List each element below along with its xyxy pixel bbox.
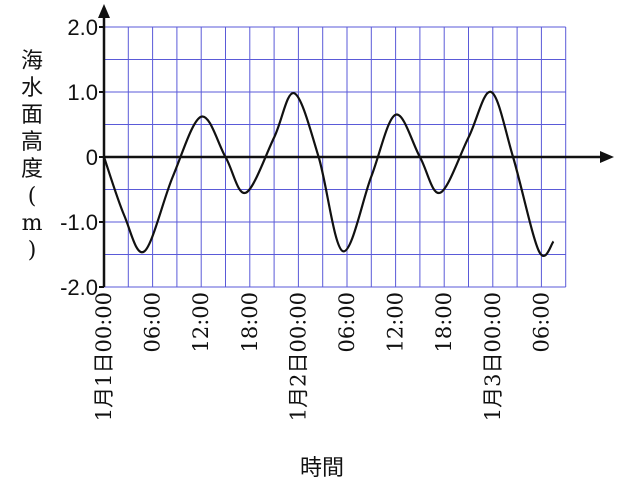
x-tick-label: 12:00 xyxy=(384,292,408,353)
x-tick-labels: 1月1日00:00 06:00 12:00 18:00 1月2日00:00 06:00 12… xyxy=(92,292,553,421)
x-tick-label: 1月3日00:00 xyxy=(481,292,505,421)
x-tick-label: 06:00 xyxy=(529,292,553,353)
y-axis-title-char: ( xyxy=(28,184,37,209)
y-axis-title-char: ) xyxy=(28,238,37,263)
y-axis-title-char: 海 xyxy=(21,49,43,74)
axes xyxy=(98,4,614,287)
y-tick-label: 2.0 xyxy=(67,15,98,40)
tide-line xyxy=(102,90,555,257)
y-tick-label: -1.0 xyxy=(60,210,98,235)
y-axis-title-char: 水 xyxy=(21,76,43,101)
x-tick-label: 06:00 xyxy=(141,292,165,353)
x-tick-label: 06:00 xyxy=(335,292,359,353)
x-tick-label: 1月1日00:00 xyxy=(92,292,116,421)
y-axis-title-char: 面 xyxy=(21,103,43,128)
y-axis-title-char: 度 xyxy=(21,157,43,182)
series-layer xyxy=(102,90,555,257)
x-tick-label: 18:00 xyxy=(432,292,456,353)
x-axis-arrow xyxy=(600,151,614,163)
x-tick-label: 12:00 xyxy=(189,292,213,353)
y-axis-arrow xyxy=(98,4,110,18)
y-axis-title-char: 高 xyxy=(21,130,43,155)
y-axis-title-char: m xyxy=(22,211,43,236)
y-tick-labels: 2.0 1.0 0 -1.0 -2.0 xyxy=(60,15,104,300)
x-tick-label: 18:00 xyxy=(238,292,262,353)
y-tick-label: 0 xyxy=(86,145,98,170)
y-tick-label: 1.0 xyxy=(67,80,98,105)
y-tick-label: -2.0 xyxy=(60,275,98,300)
x-axis-title: 時間 xyxy=(300,456,344,481)
x-tick-label: 1月2日00:00 xyxy=(286,292,310,421)
